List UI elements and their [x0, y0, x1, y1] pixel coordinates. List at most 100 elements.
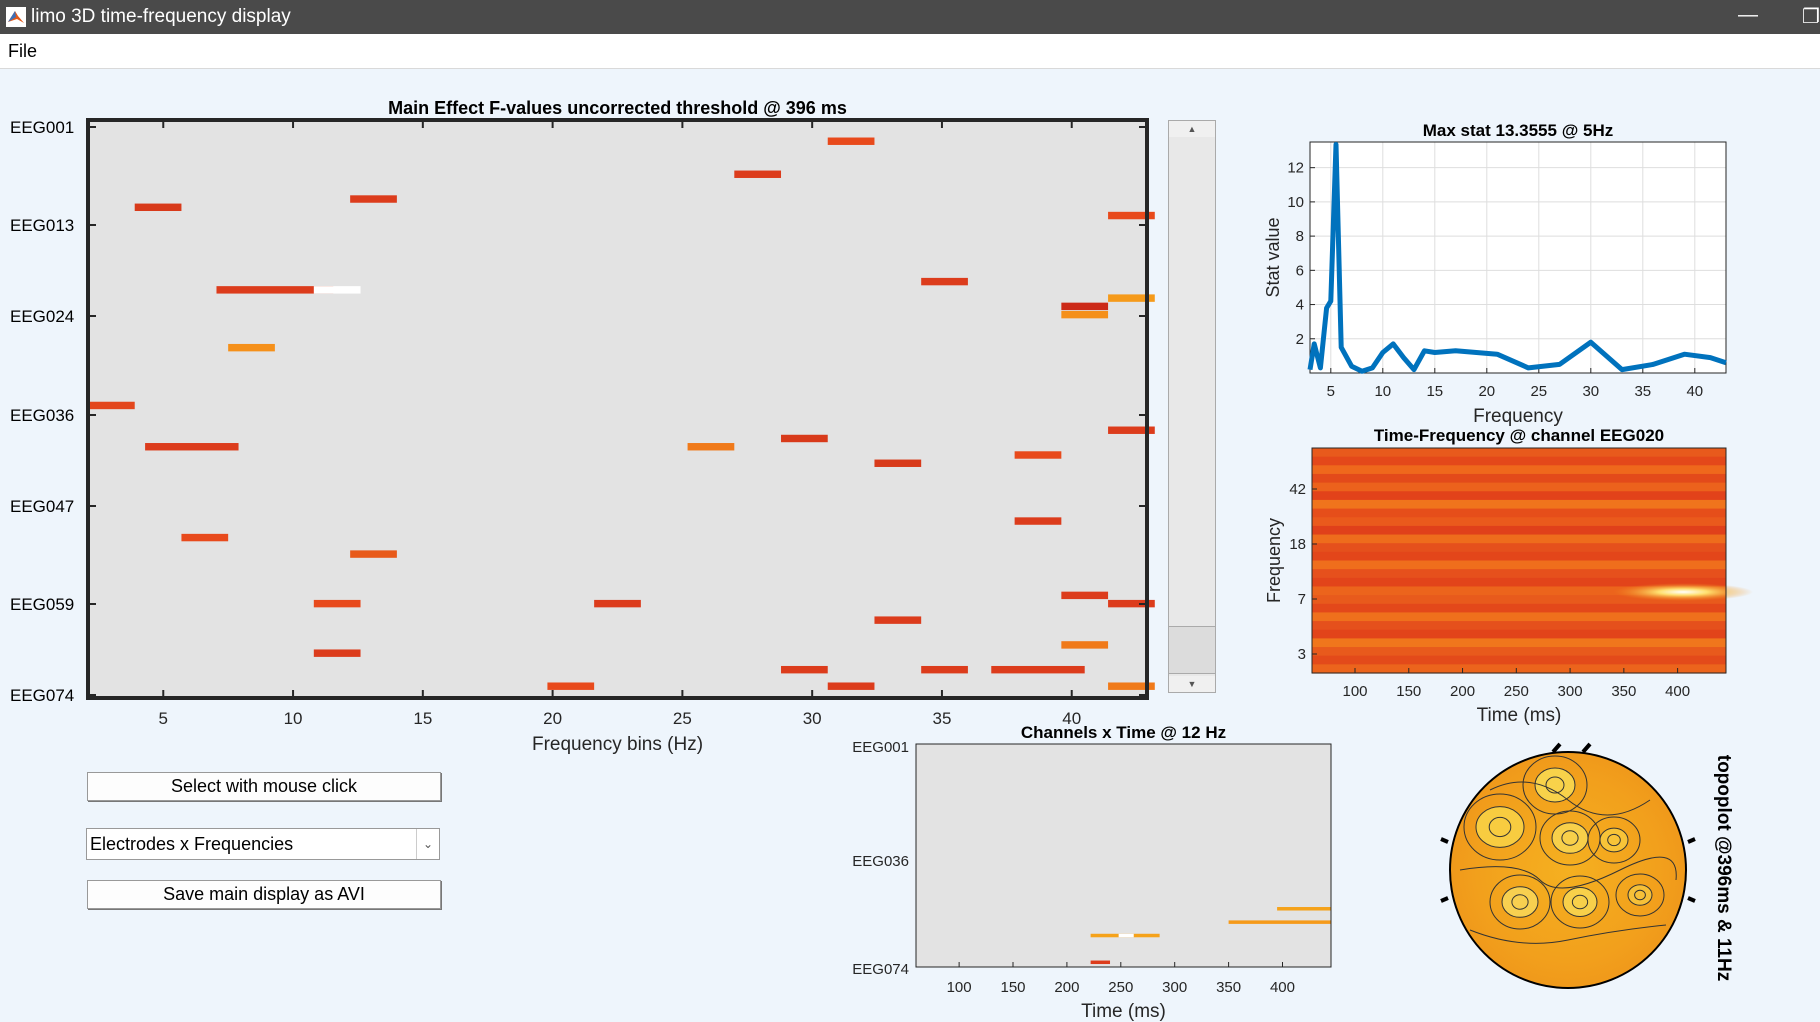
main-heatmap-cell-34	[1108, 682, 1155, 690]
menu-bar: File	[0, 34, 1820, 69]
topo-blob-1	[1475, 806, 1525, 848]
main-y-tick-label-2: EEG024	[10, 307, 74, 326]
ct-x-tick-label-3: 250	[1108, 979, 1133, 996]
scroll-down-arrow[interactable]: ▼	[1169, 676, 1215, 692]
main-heatmap-frame	[86, 118, 1149, 700]
max-x-axis-label: Frequency	[1473, 406, 1563, 427]
main-heatmap-cell-7	[181, 533, 229, 542]
topo-blob-5	[1562, 887, 1598, 917]
max-y-tick-label-0: 2	[1296, 331, 1304, 348]
tf-band-9	[1312, 525, 1726, 536]
max-x-tick-label-2: 15	[1426, 383, 1443, 400]
tf-band-1	[1312, 456, 1726, 466]
main-y-tick-label-1: EEG013	[10, 216, 74, 235]
main-heatmap-cell-2	[313, 286, 361, 294]
topo-blob-4	[1501, 886, 1539, 918]
tf-y-tick-label-1: 18	[1289, 536, 1306, 553]
main-x-tick-label-1: 10	[284, 709, 303, 728]
matlab-icon	[6, 7, 26, 27]
tf-y-axis-label: Frequency	[1264, 518, 1284, 603]
main-heatmap-cell-32	[1108, 426, 1155, 434]
topo-contour-inner-1	[1488, 816, 1512, 838]
max-y-tick-label-1: 4	[1296, 297, 1304, 314]
main-heatmap-cell-27	[1061, 310, 1109, 319]
ct-x-axis-label: Time (ms)	[1081, 1001, 1166, 1022]
main-heatmap-cell-13	[687, 443, 735, 451]
tf-band-6	[1312, 499, 1726, 510]
ct-x-tick-label-6: 400	[1270, 979, 1295, 996]
max-x-tick-label-7: 40	[1686, 383, 1703, 400]
max-x-tick-label-5: 30	[1582, 383, 1599, 400]
main-y-tick-label-6: EEG074	[10, 686, 74, 705]
topo-blob-2	[1551, 822, 1589, 854]
main-scrollbar[interactable]: ▲ ▼	[1168, 120, 1216, 693]
ct-y-tick-label-0: EEG001	[852, 739, 909, 756]
tf-band-22	[1312, 638, 1726, 648]
main-heatmap-cell-20	[874, 616, 922, 624]
chevron-down-icon: ⌄	[416, 829, 439, 859]
max-y-tick-label-3: 8	[1296, 228, 1304, 245]
tf-band-5	[1312, 491, 1726, 501]
topo-blob-6	[1627, 884, 1653, 906]
tf-band-17	[1312, 595, 1726, 605]
tf-x-tick-label-0: 100	[1342, 683, 1367, 700]
main-heatmap-cell-17	[781, 665, 828, 674]
main-x-tick-label-6: 35	[932, 709, 951, 728]
tf-y-tick-label-2: 7	[1298, 591, 1306, 608]
max-x-tick-label-4: 25	[1530, 383, 1547, 400]
tf-hotspot	[1612, 583, 1753, 601]
tf-band-11	[1312, 543, 1726, 553]
ct-x-tick-label-1: 150	[1000, 979, 1025, 996]
maximize-button[interactable]: ❐	[1802, 6, 1820, 28]
main-x-tick-label-5: 30	[803, 709, 822, 728]
topo-contour-inner-4	[1511, 894, 1529, 910]
tf-frame	[1311, 447, 1727, 674]
max-stat-frame	[1309, 141, 1727, 374]
topo-blob-3	[1599, 827, 1629, 853]
ct-y-tick-label-2: EEG074	[852, 961, 909, 978]
view-mode-dropdown[interactable]: Electrodes x Frequencies ⌄	[86, 828, 440, 860]
ct-frame	[915, 743, 1332, 968]
max-y-tick-label-2: 6	[1296, 262, 1304, 279]
tf-band-10	[1312, 534, 1726, 544]
main-y-tick-label-0: EEG001	[10, 118, 74, 137]
max-stat-axes	[1309, 141, 1727, 374]
tf-band-19	[1312, 612, 1726, 622]
max-stat-title: Max stat 13.3555 @ 5Hz	[1423, 121, 1613, 140]
tf-band-20	[1312, 621, 1726, 631]
topo-contour-outer-3	[1587, 816, 1641, 864]
main-heatmap-cell-14	[734, 170, 782, 178]
main-heatmap-cell-15	[781, 434, 828, 443]
minimize-button[interactable]: —	[1738, 4, 1758, 26]
ct-x-tick-label-2: 200	[1054, 979, 1079, 996]
main-heatmap-cell-25	[991, 665, 1085, 674]
title-bar: limo 3D time-frequency display — ❐	[0, 0, 1820, 34]
ct-y-tick-label-1: EEG036	[852, 853, 909, 870]
topo-contour-outer-1	[1463, 793, 1537, 861]
max-x-tick-label-3: 20	[1478, 383, 1495, 400]
dropdown-value: Electrodes x Frequencies	[90, 834, 294, 854]
tf-band-21	[1312, 629, 1726, 639]
save-avi-button[interactable]: Save main display as AVI	[87, 880, 441, 909]
topo-contour-inner-2	[1561, 830, 1579, 846]
max-y-axis-label: Stat value	[1263, 217, 1283, 297]
main-heatmap-cell-4	[228, 343, 275, 352]
main-heatmap-cell-21	[921, 277, 968, 286]
topo-contour-inner-5	[1571, 894, 1589, 910]
main-x-tick-label-7: 40	[1062, 709, 1081, 728]
select-mouse-click-button[interactable]: Select with mouse click	[87, 772, 441, 801]
main-heatmap-cell-24	[1014, 517, 1062, 525]
main-heatmap-cell-29	[1061, 641, 1109, 649]
tf-x-tick-label-1: 150	[1396, 683, 1421, 700]
main-heatmap-cell-16	[827, 137, 875, 145]
menu-file[interactable]: File	[8, 41, 38, 61]
tf-title: Time-Frequency @ channel EEG020	[1374, 426, 1664, 445]
tf-y-tick-label-3: 3	[1298, 646, 1306, 663]
scroll-thumb[interactable]	[1169, 626, 1215, 674]
tf-band-25	[1312, 664, 1726, 674]
topo-contour-line-c	[1489, 781, 1651, 816]
scroll-up-arrow[interactable]: ▲	[1169, 121, 1215, 137]
max-x-tick-label-0: 5	[1327, 383, 1335, 400]
main-heatmap-cell-33	[1108, 599, 1155, 608]
topo-contour-inner-6	[1634, 889, 1646, 901]
